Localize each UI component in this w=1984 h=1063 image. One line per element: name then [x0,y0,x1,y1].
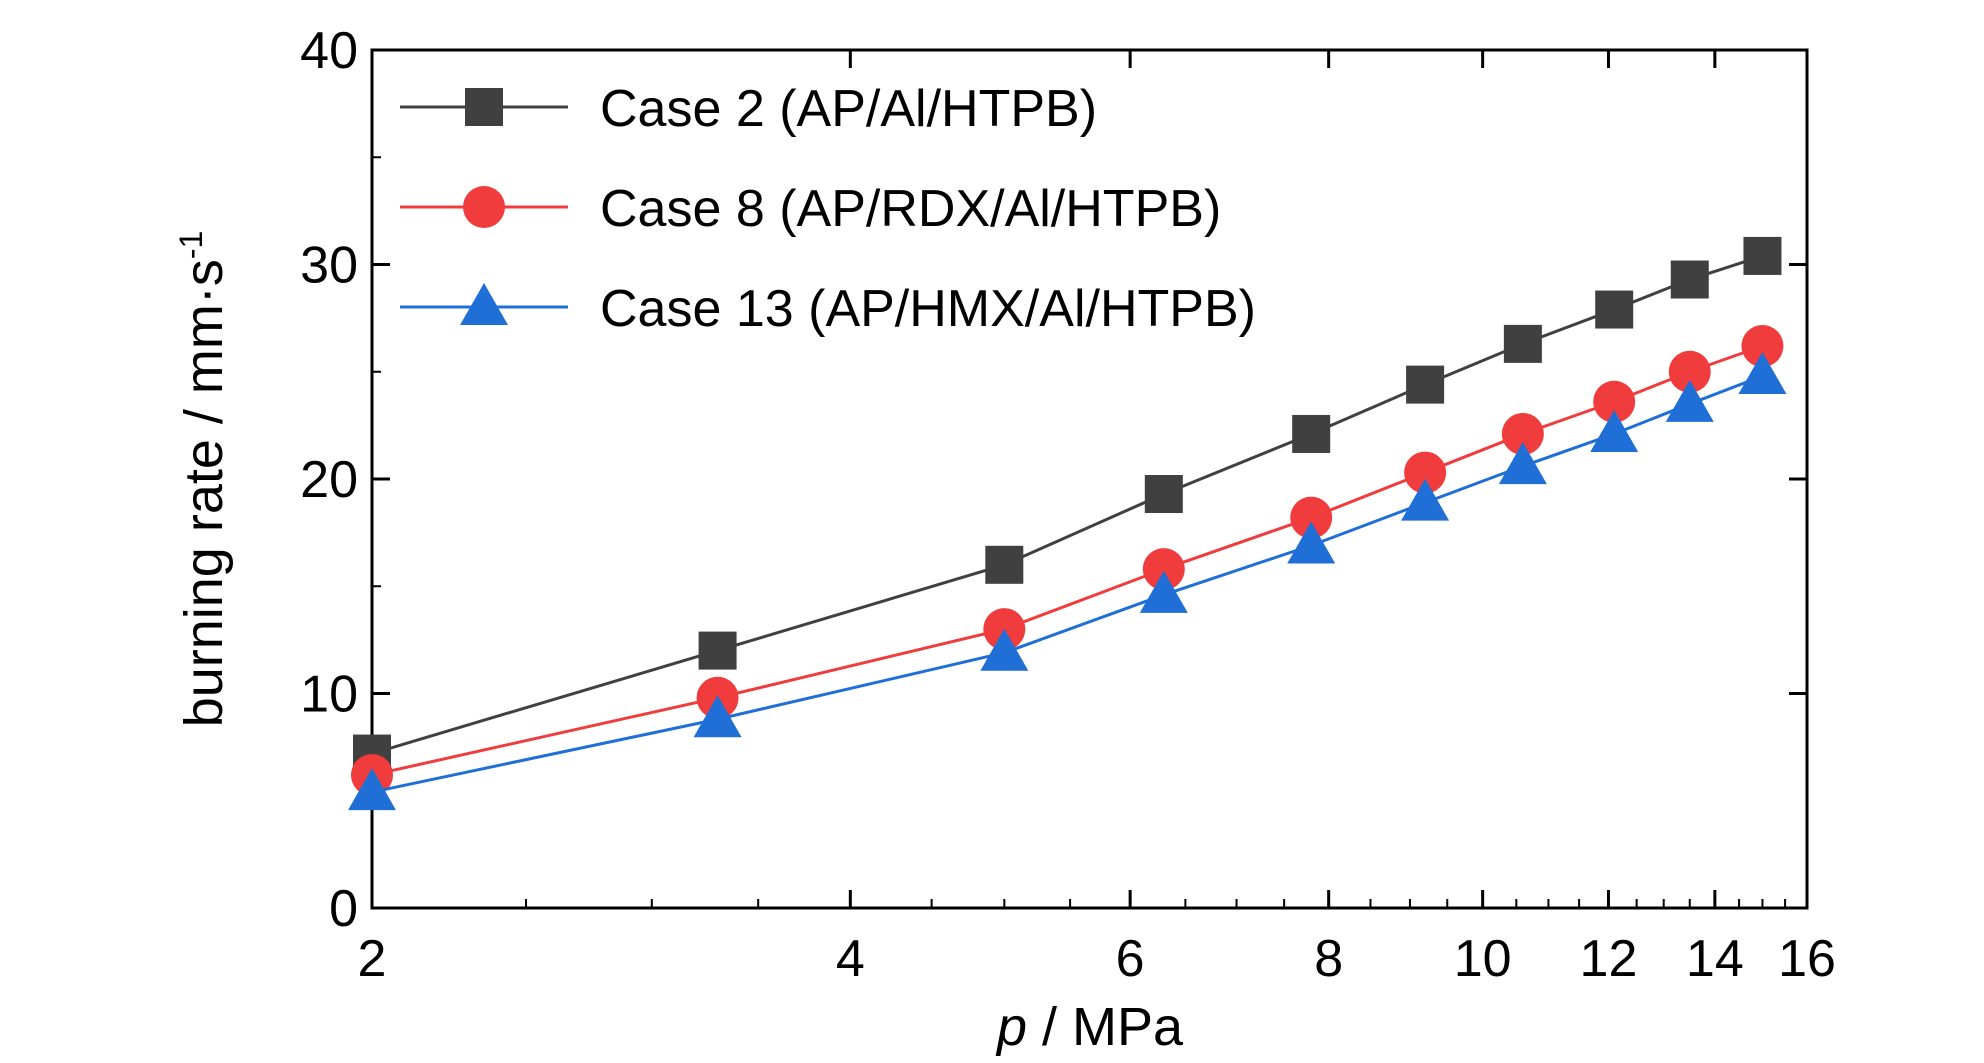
data-point [1406,365,1445,404]
legend: Case 2 (AP/Al/HTPB) Case 8 (AP/RDX/Al/HTP… [400,80,1256,338]
legend-item: Case 2 (AP/Al/HTPB) [400,80,1097,138]
data-point [348,768,396,811]
y-tick-label: 30 [300,237,358,295]
x-tick-label: 2 [358,930,387,988]
data-point [1404,451,1447,494]
y-tick-label: 0 [329,880,358,938]
data-point [693,695,742,738]
data-point [985,545,1024,584]
legend-label: Case 13 (AP/HMX/Al/HTPB) [600,280,1256,338]
x-tick-label: 12 [1580,930,1638,988]
x-axis-title: p / MPa [995,997,1184,1057]
legend-item: Case 13 (AP/HMX/Al/HTPB) [400,280,1256,338]
y-axis-title-main: burning rate / mm·s [174,259,234,727]
data-point [1593,380,1636,423]
legend-marker [463,186,505,228]
data-point [1142,548,1185,591]
data-point [1401,478,1450,521]
legend-label: Case 8 (AP/RDX/Al/HTPB) [600,180,1221,238]
series-line [371,344,1763,777]
x-tick-label: 14 [1686,930,1744,988]
series-line [371,254,1763,755]
data-point [1743,236,1782,275]
legend-label: Case 2 (AP/Al/HTPB) [600,80,1097,138]
data-point [1595,290,1634,329]
data-point [1498,442,1547,485]
x-axis-title-unit: / MPa [1027,997,1184,1057]
series-layer [348,236,1787,811]
y-tick-label: 40 [300,22,358,80]
data-point [1144,475,1183,514]
series-square [353,236,1782,773]
data-point [1503,324,1542,363]
data-point [698,631,737,670]
legend-marker [465,88,503,126]
plot-frame [370,48,1809,910]
data-point [1139,570,1188,613]
series-circle [351,325,1784,797]
y-tick-label: 20 [300,451,358,509]
data-point [1290,496,1333,539]
legend-marker [460,283,508,325]
data-point [1501,412,1544,455]
data-point [1287,521,1336,564]
legend-item: Case 8 (AP/RDX/Al/HTPB) [400,180,1221,238]
data-point [1741,325,1784,368]
data-point [1670,260,1709,299]
x-tick-label: 6 [1116,930,1145,988]
x-tick-label: 4 [836,930,865,988]
data-point [980,628,1029,671]
series-line [371,374,1763,794]
y-tick-label: 10 [300,666,358,724]
data-point [1590,409,1639,452]
series-triangle [348,352,1787,811]
x-tick-label: 16 [1778,930,1836,988]
data-point [1738,352,1787,395]
data-point [1292,414,1331,453]
axes-layer: 2 4 6 8 10 12 14 16 0 10 20 30 40 [300,22,1836,988]
x-axis-title-variable: p [995,997,1027,1057]
x-tick-label: 10 [1454,930,1512,988]
y-axis-title-superscript: -1 [173,231,209,259]
data-point [1668,350,1711,393]
y-axis-title: burning rate / mm·s-1 [173,231,234,728]
data-point [1665,379,1714,422]
x-tick-label: 8 [1314,930,1343,988]
